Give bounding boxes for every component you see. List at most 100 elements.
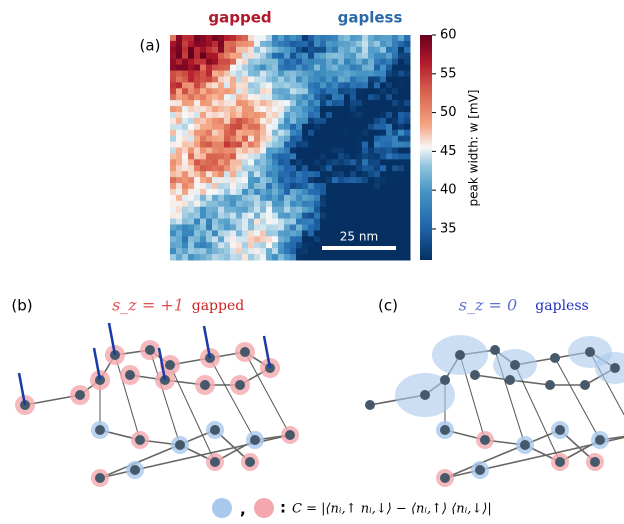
- heatmap-cell: [338, 53, 345, 59]
- heatmap-cell: [236, 183, 243, 189]
- heatmap-cell: [200, 82, 207, 88]
- heatmap-cell: [188, 207, 195, 213]
- heatmap-cell: [392, 236, 399, 242]
- heatmap-cell: [170, 88, 177, 94]
- figure: gapped gapless (a) 25 nm 354045505560 pe…: [0, 0, 624, 524]
- heatmap-cell: [380, 195, 387, 201]
- atom: [595, 435, 605, 445]
- heatmap-cell: [314, 183, 321, 189]
- heatmap-cell: [200, 207, 207, 213]
- heatmap-cell: [338, 35, 345, 41]
- heatmap-cell: [302, 53, 309, 59]
- atom: [365, 400, 375, 410]
- heatmap-cell: [212, 100, 219, 106]
- heatmap-cell: [266, 35, 273, 41]
- heatmap-cell: [302, 148, 309, 154]
- heatmap-cell: [374, 254, 381, 260]
- heatmap-cell: [344, 130, 351, 136]
- heatmap-cell: [320, 82, 327, 88]
- heatmap-cell: [290, 201, 297, 207]
- heatmap-cell: [266, 242, 273, 248]
- heatmap-cell: [344, 59, 351, 65]
- heatmap-cell: [326, 65, 333, 71]
- heatmap-cell: [308, 47, 315, 53]
- heatmap-cell: [170, 59, 177, 65]
- heatmap-cell: [338, 213, 345, 219]
- heatmap-cell: [398, 148, 405, 154]
- heatmap-cell: [266, 112, 273, 118]
- heatmap-cell: [188, 41, 195, 47]
- heatmap-cell: [404, 224, 411, 230]
- heatmap-cell: [386, 41, 393, 47]
- heatmap-cell: [248, 236, 255, 242]
- heatmap-cell: [308, 165, 315, 171]
- heatmap-cell: [230, 118, 237, 124]
- heatmap-cell: [212, 242, 219, 248]
- heatmap-cell: [194, 195, 201, 201]
- heatmap-cell: [272, 254, 279, 260]
- heatmap-cell: [224, 219, 231, 225]
- heatmap-cell: [326, 142, 333, 148]
- heatmap-cell: [380, 159, 387, 165]
- heatmap-cell: [170, 65, 177, 71]
- heatmap-cell: [338, 47, 345, 53]
- heatmap-cell: [386, 207, 393, 213]
- heatmap-cell: [350, 41, 357, 47]
- heatmap-cell: [368, 254, 375, 260]
- heatmap-cell: [302, 165, 309, 171]
- heatmap-cell: [338, 136, 345, 142]
- heatmap-cell: [332, 159, 339, 165]
- heatmap-cell: [224, 124, 231, 130]
- heatmap-cell: [296, 219, 303, 225]
- heatmap-cell: [272, 195, 279, 201]
- heatmap-cell: [248, 76, 255, 82]
- heatmap-cell: [404, 35, 411, 41]
- heatmap-cell: [380, 65, 387, 71]
- heatmap-cell: [368, 165, 375, 171]
- heatmap-cell: [206, 65, 213, 71]
- heatmap-cell: [278, 136, 285, 142]
- atom: [590, 457, 600, 467]
- heatmap-cell: [206, 100, 213, 106]
- heatmap-cell: [344, 207, 351, 213]
- heatmap-cell: [356, 106, 363, 112]
- heatmap-cell: [266, 124, 273, 130]
- heatmap-cell: [398, 189, 405, 195]
- heatmap-cell: [278, 53, 285, 59]
- heatmap-cell: [284, 118, 291, 124]
- heatmap-cell: [326, 106, 333, 112]
- heatmap-cell: [398, 35, 405, 41]
- heatmap-cell: [176, 112, 183, 118]
- heatmap-cell: [338, 189, 345, 195]
- heatmap-cell: [320, 177, 327, 183]
- heatmap-cell: [218, 236, 225, 242]
- heatmap-cell: [332, 76, 339, 82]
- heatmap-cell: [278, 254, 285, 260]
- heatmap-cell: [314, 136, 321, 142]
- heatmap-cell: [290, 76, 297, 82]
- heatmap-cell: [182, 254, 189, 260]
- heatmap-cell: [194, 242, 201, 248]
- heatmap-cell: [308, 248, 315, 254]
- heatmap-cell: [212, 41, 219, 47]
- heatmap-cell: [290, 177, 297, 183]
- heatmap-cell: [386, 183, 393, 189]
- heatmap-cell: [332, 165, 339, 171]
- heatmap-cell: [392, 100, 399, 106]
- heatmap-cell: [392, 88, 399, 94]
- heatmap-cell: [392, 165, 399, 171]
- heatmap-cell: [326, 53, 333, 59]
- heatmap-cell: [206, 201, 213, 207]
- heatmap-cell: [374, 124, 381, 130]
- heatmap-cell: [296, 88, 303, 94]
- heatmap-cell: [206, 124, 213, 130]
- heatmap-cell: [290, 35, 297, 41]
- heatmap-cell: [404, 171, 411, 177]
- heatmap-cell: [194, 88, 201, 94]
- heatmap-cell: [242, 153, 249, 159]
- heatmap-cell: [362, 171, 369, 177]
- heatmap-cell: [308, 177, 315, 183]
- heatmap-cell: [380, 106, 387, 112]
- heatmap-cell: [170, 183, 177, 189]
- heatmap-cell: [176, 35, 183, 41]
